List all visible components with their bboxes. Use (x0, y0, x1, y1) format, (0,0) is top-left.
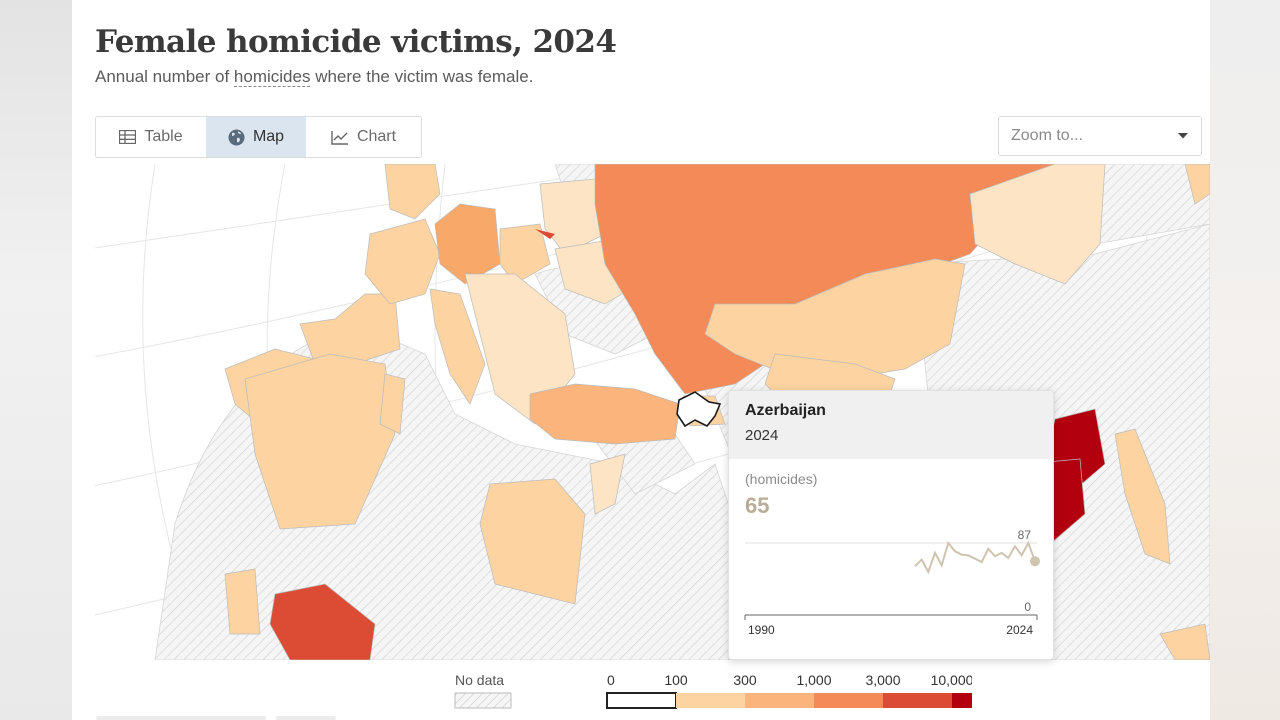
region-kazakhstan[interactable] (704, 258, 966, 380)
background-left (0, 0, 72, 720)
region-japan[interactable] (1184, 164, 1210, 205)
legend-bin-1[interactable] (676, 693, 745, 708)
tooltip-sparkline: 87 0 1990 2024 (744, 528, 1040, 637)
globe-icon (228, 129, 245, 146)
legend-no-data-swatch (454, 692, 512, 709)
region-myanmar[interactable] (1114, 428, 1171, 565)
subtitle-text-after: where the victim was female. (310, 67, 534, 86)
legend-bin-4[interactable] (883, 693, 952, 708)
map-legend: No data 0 100 300 1,000 3,000 10,000 (454, 672, 972, 709)
tab-map[interactable]: Map (206, 117, 306, 157)
map-tooltip: Azerbaijan 2024 (homicides) 65 87 0 1990… (728, 390, 1054, 660)
legend-bin-0[interactable] (606, 692, 677, 709)
tab-chart[interactable]: Chart (306, 117, 421, 157)
subtitle-text-before: Annual number of (95, 67, 234, 86)
table-icon (119, 130, 137, 144)
legend-tick-label: 10,000 (931, 672, 972, 688)
tooltip-year: 2024 (745, 427, 779, 444)
region-poland[interactable] (499, 223, 551, 285)
legend-no-data-label: No data (455, 672, 504, 688)
legend-bin-3[interactable] (814, 693, 883, 708)
homicides-definition-link[interactable]: homicides (233, 67, 311, 87)
tab-chart-label: Chart (356, 128, 397, 145)
tab-map-label: Map (252, 128, 285, 145)
legend-tick-label: 0 (607, 672, 615, 688)
footer-placeholder-2 (276, 716, 336, 720)
tooltip-country: Azerbaijan (745, 402, 826, 419)
region-italy[interactable] (429, 288, 486, 405)
region-turkey[interactable] (529, 383, 681, 445)
sparkline-end-label: 2024 (1006, 623, 1033, 637)
tab-table[interactable]: Table (96, 117, 206, 157)
sparkline-current-dot (1030, 556, 1040, 567)
tooltip-header: Azerbaijan 2024 (729, 391, 1053, 459)
region-nigeria[interactable] (269, 583, 376, 660)
chart-card: Female homicide victims, 2024 Annual num… (72, 0, 1210, 720)
legend-bin-5[interactable] (952, 693, 972, 708)
region-malaysia[interactable] (1159, 623, 1210, 660)
legend-tick-label: 3,000 (865, 672, 900, 688)
legend-tick-label: 100 (664, 672, 688, 688)
sparkline-min-label: 0 (1024, 600, 1031, 614)
region-mongolia[interactable] (969, 164, 1106, 285)
page-title: Female homicide victims, 2024 (95, 24, 617, 60)
region-azerbaijan[interactable] (676, 391, 722, 428)
zoom-placeholder: Zoom to... (1011, 127, 1084, 144)
tooltip-unit: (homicides) (745, 471, 818, 487)
page-subtitle: Annual number of homicides where the vic… (95, 67, 533, 87)
footer-placeholder (96, 716, 266, 720)
legend-tick-label: 300 (733, 672, 757, 688)
sparkline-start-label: 1990 (748, 623, 775, 637)
sparkline-series (914, 540, 1036, 575)
tooltip-value: 65 (745, 493, 770, 518)
region-tunisia[interactable] (379, 373, 406, 435)
region-ghana[interactable] (224, 568, 261, 635)
legend-bin-2[interactable] (745, 693, 814, 708)
zoom-to-select[interactable]: Zoom to... (998, 116, 1202, 156)
region-norway[interactable] (384, 164, 441, 220)
region-lithuania[interactable] (535, 229, 555, 239)
legend-ticks: 0 100 300 1,000 3,000 10,000 (607, 672, 972, 688)
background-right (1210, 0, 1280, 720)
region-israel[interactable] (589, 453, 626, 515)
region-algeria[interactable] (244, 353, 396, 530)
line-chart-icon (331, 130, 349, 145)
region-france[interactable] (364, 218, 441, 305)
sparkline-max-label: 87 (1018, 528, 1032, 542)
view-tabs: Table Map Chart (95, 116, 422, 158)
region-egypt[interactable] (479, 478, 586, 605)
legend-bins (606, 692, 972, 709)
tab-table-label: Table (144, 128, 183, 145)
legend-tick-label: 1,000 (796, 672, 831, 688)
chevron-down-icon (1177, 127, 1189, 145)
